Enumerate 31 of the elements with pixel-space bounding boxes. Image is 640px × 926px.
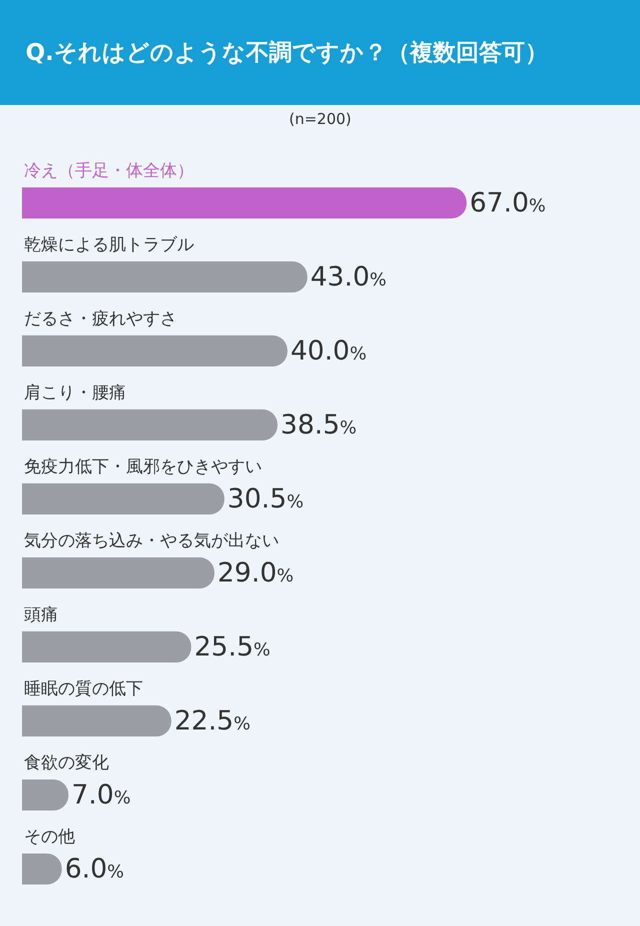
y-tick-label: 頭痛 xyxy=(24,605,58,625)
y-tick-label: 食欲の変化 xyxy=(24,753,109,773)
data-label: 7.0% xyxy=(71,779,131,810)
bar xyxy=(22,261,308,292)
y-tick-label: 睡眠の質の低下 xyxy=(24,679,143,699)
bar xyxy=(22,631,192,663)
bar xyxy=(22,409,278,440)
bar xyxy=(22,483,224,514)
y-tick-label: 気分の落ち込み・やる気が出ない xyxy=(24,531,279,551)
data-label: 6.0% xyxy=(64,853,124,884)
data-label: 25.5% xyxy=(194,631,270,662)
y-tick-label: 冷え（手足・体全体） xyxy=(24,161,194,181)
bar xyxy=(22,335,288,366)
data-label: 67.0% xyxy=(470,187,546,218)
bar xyxy=(22,779,68,811)
chart-subtitle: (n=200) xyxy=(289,110,352,128)
data-label: 43.0% xyxy=(310,261,387,292)
y-tick-label: 乾燥による肌トラブル xyxy=(24,235,194,255)
chart-title: Q.それはどのような不調ですか？（複数回答可） xyxy=(26,40,548,66)
y-tick-label: 免疫力低下・風邪をひきやすい xyxy=(24,457,262,477)
y-tick-label: だるさ・疲れやすさ xyxy=(24,309,177,329)
y-tick-label: 肩こり・腰痛 xyxy=(24,383,126,403)
bar xyxy=(22,557,214,588)
data-label: 29.0% xyxy=(217,557,294,588)
data-label: 40.0% xyxy=(290,335,367,366)
y-tick-label: その他 xyxy=(24,827,75,847)
data-label: 30.5% xyxy=(227,483,304,514)
data-label: 22.5% xyxy=(174,705,251,736)
bar xyxy=(22,187,467,218)
bar xyxy=(22,705,172,737)
data-label: 38.5% xyxy=(280,409,357,440)
